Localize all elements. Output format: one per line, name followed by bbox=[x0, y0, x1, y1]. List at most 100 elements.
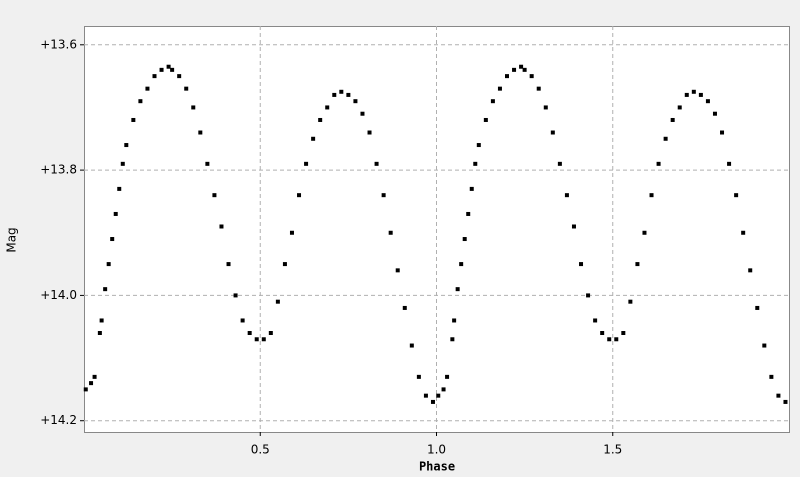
data-point bbox=[388, 230, 393, 235]
data-point bbox=[586, 293, 591, 298]
data-point bbox=[212, 193, 217, 198]
data-point bbox=[99, 318, 104, 323]
data-point bbox=[381, 193, 386, 198]
data-point bbox=[83, 387, 88, 392]
data-point bbox=[103, 287, 108, 292]
data-point bbox=[642, 230, 647, 235]
data-point bbox=[734, 193, 739, 198]
data-point bbox=[459, 262, 464, 267]
data-point bbox=[159, 67, 164, 72]
data-point bbox=[353, 99, 358, 104]
data-point bbox=[705, 99, 710, 104]
data-point bbox=[607, 337, 612, 342]
data-point bbox=[124, 143, 129, 148]
data-point bbox=[649, 193, 654, 198]
data-point bbox=[289, 230, 294, 235]
data-point bbox=[445, 374, 450, 379]
data-point bbox=[423, 393, 428, 398]
data-point bbox=[367, 130, 372, 135]
data-point bbox=[409, 343, 414, 348]
data-point bbox=[550, 130, 555, 135]
data-point bbox=[755, 305, 760, 310]
data-point bbox=[402, 305, 407, 310]
data-point bbox=[233, 293, 238, 298]
data-point bbox=[430, 399, 435, 404]
data-point bbox=[469, 186, 474, 191]
data-point bbox=[145, 86, 150, 91]
data-point bbox=[727, 161, 732, 166]
data-point bbox=[325, 105, 330, 110]
data-point bbox=[455, 287, 460, 292]
data-point bbox=[579, 262, 584, 267]
data-point bbox=[677, 105, 682, 110]
data-point bbox=[297, 193, 302, 198]
data-point bbox=[505, 74, 509, 79]
data-point bbox=[117, 186, 122, 191]
data-point bbox=[177, 74, 182, 79]
data-point bbox=[311, 136, 316, 141]
data-point bbox=[670, 117, 675, 122]
data-point bbox=[741, 230, 746, 235]
data-point bbox=[138, 99, 143, 104]
data-point bbox=[219, 224, 224, 229]
data-point bbox=[247, 331, 252, 336]
data-point bbox=[170, 67, 175, 72]
data-point bbox=[762, 343, 767, 348]
data-point bbox=[698, 92, 703, 97]
data-point bbox=[483, 117, 488, 122]
data-point bbox=[275, 299, 280, 304]
data-point bbox=[684, 92, 689, 97]
data-point bbox=[564, 193, 569, 198]
data-point bbox=[593, 318, 598, 323]
x-tick-label: 1.5 bbox=[603, 443, 622, 457]
data-point bbox=[450, 337, 455, 342]
data-point bbox=[97, 331, 102, 336]
y-tick-label: +13.6 bbox=[40, 37, 77, 51]
data-point bbox=[131, 117, 136, 122]
data-point bbox=[776, 393, 781, 398]
data-point bbox=[166, 64, 171, 69]
data-point bbox=[691, 89, 696, 94]
data-point bbox=[254, 337, 259, 342]
data-point bbox=[261, 337, 266, 342]
x-tick-label: 1.0 bbox=[427, 443, 446, 457]
data-point bbox=[374, 161, 379, 166]
y-axis-title: Mag bbox=[5, 227, 19, 252]
data-point bbox=[89, 381, 94, 386]
x-axis-title: Phase bbox=[419, 460, 455, 474]
data-point bbox=[205, 161, 210, 166]
y-tick-label: +14.0 bbox=[40, 288, 77, 302]
x-tick-label: 0.5 bbox=[251, 443, 270, 457]
data-point bbox=[476, 143, 481, 148]
data-point bbox=[663, 136, 668, 141]
data-point bbox=[462, 237, 467, 242]
data-point bbox=[571, 224, 576, 229]
data-point bbox=[536, 86, 541, 91]
data-point bbox=[240, 318, 245, 323]
data-point bbox=[490, 99, 495, 104]
data-point bbox=[346, 92, 351, 97]
data-point bbox=[113, 211, 118, 216]
data-point bbox=[436, 393, 441, 398]
data-point bbox=[614, 337, 619, 342]
data-point bbox=[106, 262, 111, 267]
data-point bbox=[152, 74, 157, 79]
data-point bbox=[600, 331, 605, 336]
data-point bbox=[268, 331, 273, 336]
data-point bbox=[466, 211, 471, 216]
y-tick-label: +14.2 bbox=[40, 413, 77, 427]
data-point bbox=[191, 105, 196, 110]
data-point bbox=[628, 299, 633, 304]
data-point bbox=[473, 161, 478, 166]
data-point bbox=[360, 111, 365, 116]
data-point bbox=[120, 161, 125, 166]
data-point bbox=[304, 161, 309, 166]
data-point bbox=[783, 399, 788, 404]
data-point bbox=[656, 161, 661, 166]
data-point bbox=[748, 268, 753, 273]
data-point bbox=[395, 268, 400, 273]
data-point bbox=[92, 374, 97, 379]
data-point bbox=[543, 105, 548, 110]
